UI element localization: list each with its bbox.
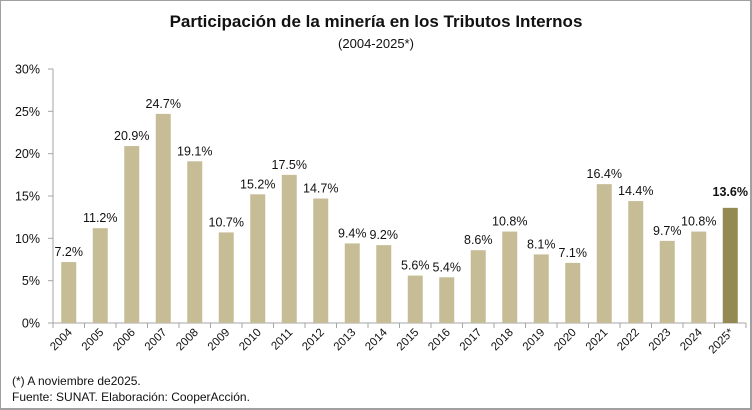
- x-tick-label: 2006: [111, 327, 138, 354]
- chart-subtitle: (2004-2025*): [338, 36, 414, 51]
- x-tick-label: 2021: [584, 327, 611, 354]
- data-label: 10.8%: [492, 215, 527, 229]
- data-label: 8.1%: [527, 237, 556, 251]
- bar-2012: [313, 198, 329, 323]
- data-label: 9.2%: [370, 228, 399, 242]
- bar-2018: [502, 231, 518, 323]
- bar-2016: [439, 277, 455, 323]
- data-label: 16.4%: [587, 167, 622, 181]
- y-tick-label: 30%: [15, 63, 40, 77]
- data-label: 14.7%: [303, 182, 338, 196]
- bar-2022: [628, 201, 644, 323]
- x-tick-label: 2009: [206, 327, 233, 354]
- bar-2008: [187, 161, 203, 323]
- x-tick-label: 2023: [647, 327, 674, 354]
- bar-2023: [659, 240, 675, 323]
- x-tick-label: 2024: [678, 326, 705, 353]
- x-tick-label: 2018: [489, 327, 516, 354]
- data-label: 13.6%: [713, 185, 748, 199]
- x-tick-label: 2022: [615, 327, 642, 354]
- bar-2015: [407, 275, 423, 323]
- bar-2013: [344, 243, 360, 323]
- footnote-source: Fuente: SUNAT. Elaboración: CooperAcción…: [12, 390, 250, 404]
- x-tick-label: 2005: [80, 327, 107, 354]
- x-tick-label: 2008: [174, 327, 201, 354]
- bar-2021: [596, 184, 612, 323]
- bar-2024: [691, 231, 707, 323]
- y-tick-label: 5%: [22, 274, 40, 288]
- y-tick-label: 25%: [15, 105, 40, 119]
- x-tick-label: 2019: [521, 327, 548, 354]
- chart-title: Participación de la minería en los Tribu…: [169, 12, 583, 31]
- bar-2005: [92, 228, 108, 323]
- data-label: 9.4%: [338, 226, 367, 240]
- bar-2014: [376, 245, 392, 323]
- data-label: 7.1%: [559, 246, 588, 260]
- bar-2009: [218, 232, 234, 323]
- bar-2025*: [722, 207, 738, 323]
- data-label: 10.7%: [209, 215, 244, 229]
- bar-2011: [281, 174, 297, 323]
- x-tick-label: 2014: [363, 326, 390, 353]
- data-label: 10.8%: [681, 215, 716, 229]
- bar-2010: [250, 194, 266, 323]
- bar-2019: [533, 254, 549, 323]
- data-label: 5.4%: [433, 260, 462, 274]
- x-tick-label: 2020: [552, 327, 579, 354]
- bar-2017: [470, 250, 486, 323]
- x-tick-label: 2017: [458, 327, 485, 354]
- x-tick-label: 2025*: [707, 326, 737, 356]
- data-label: 24.7%: [146, 97, 181, 111]
- data-label: 19.1%: [177, 144, 212, 158]
- y-tick-label: 20%: [15, 147, 40, 161]
- x-tick-label: 2012: [300, 327, 327, 354]
- data-label: 17.5%: [272, 158, 307, 172]
- y-tick-label: 0%: [22, 317, 40, 331]
- bar-2020: [565, 262, 581, 323]
- data-label: 14.4%: [618, 184, 653, 198]
- data-label: 9.7%: [653, 224, 682, 238]
- x-tick-label: 2011: [269, 327, 295, 353]
- data-label: 8.6%: [464, 233, 493, 247]
- data-label: 7.2%: [55, 245, 84, 259]
- x-tick-label: 2007: [143, 327, 170, 354]
- data-label: 15.2%: [240, 177, 275, 191]
- data-label: 11.2%: [83, 211, 118, 225]
- x-tick-label: 2013: [332, 327, 359, 354]
- x-tick-label: 2010: [237, 327, 264, 354]
- bar-2004: [61, 262, 77, 323]
- y-tick-label: 10%: [15, 232, 40, 246]
- bar-2006: [124, 146, 140, 323]
- x-tick-label: 2016: [426, 327, 453, 354]
- data-label: 5.6%: [401, 259, 430, 273]
- data-label: 20.9%: [114, 129, 149, 143]
- x-tick-label: 2004: [48, 326, 75, 353]
- x-tick-label: 2015: [395, 327, 422, 354]
- y-tick-label: 15%: [15, 190, 40, 204]
- bar-2007: [155, 113, 171, 323]
- footnote-note: (*) A noviembre de2025.: [12, 374, 141, 388]
